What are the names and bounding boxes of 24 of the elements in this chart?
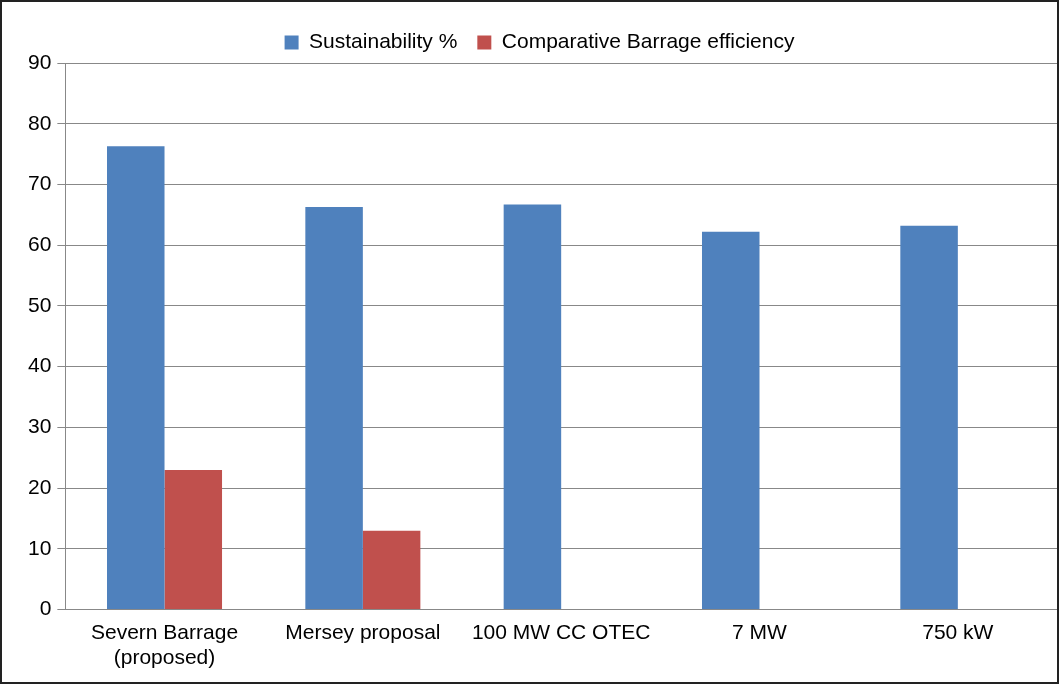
x-tick-label: Severn Barrage (proposed) — [90, 620, 239, 669]
legend-label: Sustainability % — [309, 29, 458, 53]
y-tick-label: 60 — [28, 232, 52, 255]
y-tick-label: 80 — [28, 110, 52, 134]
bar — [362, 530, 421, 610]
y-tick-label: 0 — [39, 596, 52, 620]
x-tick-label: 7 MW — [732, 620, 788, 643]
x-tick-label: 100 MW CC OTEC — [471, 620, 651, 643]
bar — [900, 225, 958, 610]
y-tick-label: 40 — [28, 353, 52, 377]
bar — [164, 469, 223, 610]
y-tick-label: 20 — [28, 474, 52, 498]
bar — [701, 231, 760, 610]
y-tick-label: 10 — [28, 535, 52, 559]
bar — [305, 206, 363, 610]
y-tick-label: 70 — [28, 171, 52, 195]
y-tick-label: 90 — [28, 49, 52, 73]
bar — [107, 146, 165, 610]
x-tick-label: Mersey proposal — [285, 620, 441, 643]
y-tick-label: 30 — [28, 414, 52, 438]
legend-label: Comparative Barrage efficiency — [501, 29, 795, 53]
x-tick-label: 750 kW — [922, 620, 994, 643]
bar — [503, 204, 562, 610]
y-tick-label: 50 — [28, 292, 52, 316]
